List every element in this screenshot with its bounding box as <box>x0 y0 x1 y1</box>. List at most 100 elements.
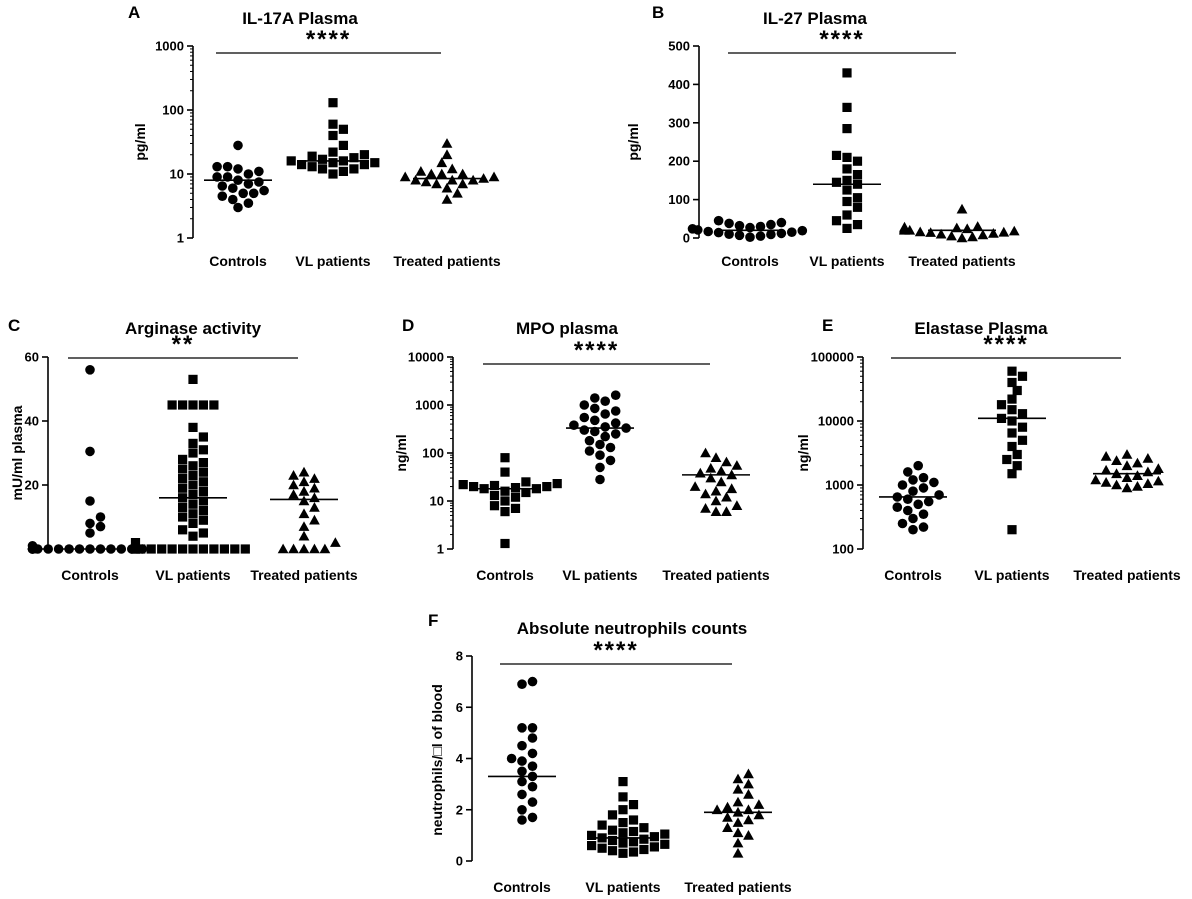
data-point <box>288 543 299 554</box>
data-point <box>297 160 307 170</box>
data-point <box>233 140 243 151</box>
panel-label: C <box>8 316 20 335</box>
data-point <box>222 161 233 172</box>
data-point <box>1007 428 1017 438</box>
data-point <box>607 825 618 835</box>
data-point <box>660 829 670 839</box>
x-category-label: Treated patients <box>684 879 792 895</box>
data-point <box>722 801 733 812</box>
data-point <box>212 161 222 172</box>
series-treated-patients <box>682 447 750 516</box>
chart-title: IL-27 Plasma <box>763 9 867 28</box>
data-point <box>452 187 463 198</box>
data-point <box>359 160 369 170</box>
data-point <box>1007 366 1017 376</box>
data-point <box>732 796 744 807</box>
data-point <box>724 229 734 239</box>
data-point <box>607 846 618 856</box>
data-point <box>1121 482 1133 493</box>
data-point <box>1142 453 1154 463</box>
series-vl-patients <box>130 374 250 554</box>
y-axis-label: ng/ml <box>795 434 811 471</box>
data-point <box>998 226 1010 237</box>
chart-title: Elastase Plasma <box>914 319 1048 338</box>
data-point <box>243 169 254 179</box>
data-point <box>842 102 852 112</box>
data-point <box>1017 422 1028 432</box>
data-point <box>1007 377 1017 388</box>
data-point <box>721 506 732 516</box>
data-point <box>605 442 616 453</box>
series-treated-patients <box>899 203 1020 243</box>
data-point <box>527 797 538 807</box>
data-point <box>328 169 338 179</box>
data-point <box>198 445 208 455</box>
series-vl-patients <box>566 390 634 485</box>
data-point <box>309 492 320 503</box>
data-point <box>527 723 538 733</box>
y-tick-label: 1000 <box>825 478 854 493</box>
data-point <box>233 202 243 213</box>
data-point <box>328 98 338 108</box>
data-point <box>700 488 711 499</box>
panel-a: A IL-17A Plasma**** 1 10 100 1000 pg/ml Control… <box>128 3 501 269</box>
data-point <box>934 490 944 500</box>
data-point <box>178 512 188 522</box>
data-point <box>1100 464 1112 475</box>
data-point <box>188 400 198 410</box>
data-point <box>212 172 222 182</box>
data-point <box>436 157 448 168</box>
data-point <box>441 182 453 193</box>
data-point <box>892 502 903 512</box>
data-point <box>489 501 500 511</box>
data-point <box>595 462 605 473</box>
data-point <box>579 425 590 435</box>
significance-stars: **** <box>306 26 351 53</box>
data-point <box>797 225 808 236</box>
data-point <box>188 438 198 448</box>
data-point <box>248 188 259 199</box>
data-point <box>831 216 842 226</box>
data-point <box>660 839 670 849</box>
data-point <box>710 452 722 462</box>
data-point <box>918 522 929 532</box>
data-point <box>897 518 908 529</box>
series-controls <box>488 676 556 825</box>
data-point <box>188 499 198 509</box>
data-point <box>595 439 605 450</box>
data-point <box>198 544 208 554</box>
data-point <box>743 789 754 799</box>
data-point <box>217 181 228 191</box>
data-point <box>167 400 177 410</box>
data-point <box>610 390 621 401</box>
data-point <box>1017 371 1028 381</box>
chart-title: MPO plasma <box>516 319 619 338</box>
data-point <box>209 400 219 410</box>
data-point <box>1007 525 1017 535</box>
data-point <box>722 812 733 822</box>
data-point <box>425 168 437 179</box>
data-point <box>309 502 320 512</box>
data-point <box>842 124 852 134</box>
data-point <box>552 479 562 489</box>
data-point <box>776 217 787 228</box>
data-point <box>734 220 745 231</box>
data-point <box>446 174 458 185</box>
data-point <box>590 403 600 414</box>
data-point <box>178 400 188 410</box>
data-point <box>510 503 521 513</box>
data-point <box>590 426 600 437</box>
data-point <box>913 499 923 510</box>
data-point <box>527 812 538 823</box>
data-point <box>1007 405 1017 415</box>
data-point <box>288 479 299 490</box>
series-controls <box>687 215 808 242</box>
data-point <box>349 153 359 163</box>
x-category-label: Treated patients <box>250 567 358 583</box>
y-tick-label: 0 <box>683 231 690 246</box>
data-point <box>1111 455 1122 465</box>
data-point <box>743 768 754 779</box>
data-point <box>584 435 595 446</box>
